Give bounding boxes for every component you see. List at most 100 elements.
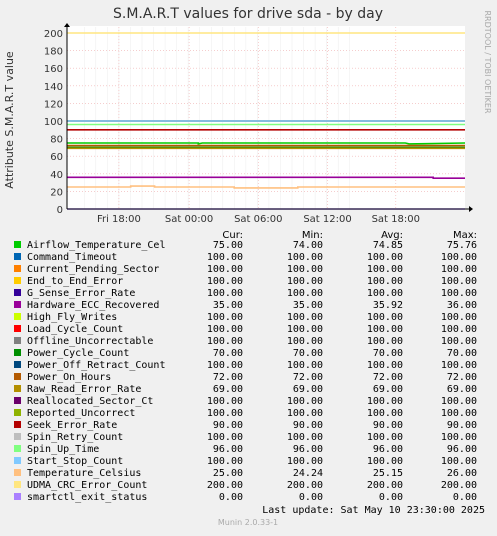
legend-value: 74.85: [373, 240, 403, 251]
legend-value: 36.00: [447, 300, 477, 311]
legend-swatch: [14, 289, 21, 296]
legend-value: 100.00: [441, 432, 477, 443]
munin-version: Munin 2.0.33-1: [218, 518, 278, 527]
legend-value: 24.24: [293, 468, 323, 479]
y-tick-label: 200: [44, 29, 63, 40]
legend-value: 100.00: [367, 324, 403, 335]
legend-value: 69.00: [213, 384, 243, 395]
legend-series-name: Spin_Retry_Count: [27, 432, 123, 443]
legend-value: 100.00: [207, 264, 243, 275]
legend-swatch: [14, 301, 21, 308]
legend-series-name: End_to_End_Error: [27, 276, 123, 287]
legend-series-name: Airflow_Temperature_Cel: [27, 240, 165, 251]
legend-value: 70.00: [293, 348, 323, 359]
legend-value: 100.00: [367, 432, 403, 443]
legend-value: 100.00: [441, 312, 477, 323]
legend-value: 100.00: [367, 288, 403, 299]
legend-swatch: [14, 445, 21, 452]
legend-series-name: G_Sense_Error_Rate: [27, 288, 135, 299]
legend-value: 100.00: [287, 408, 323, 419]
x-tick-label: Sat 12:00: [303, 214, 351, 225]
legend-swatch: [14, 265, 21, 272]
legend-value: 100.00: [207, 276, 243, 287]
legend-value: 90.00: [293, 420, 323, 431]
legend-swatch: [14, 397, 21, 404]
legend-column-header: Max:: [453, 230, 477, 241]
legend-series-name: Spin_Up_Time: [27, 444, 99, 455]
legend-value: 0.00: [219, 492, 243, 503]
rrdtool-credit: RRDTOOL / TOBI OETIKER: [483, 10, 492, 113]
legend-series-name: smartctl_exit_status: [27, 492, 147, 503]
legend-value: 70.00: [447, 348, 477, 359]
legend-series-name: Power_Cycle_Count: [27, 348, 129, 359]
legend-value: 100.00: [367, 360, 403, 371]
legend-value: 100.00: [207, 312, 243, 323]
legend-value: 96.00: [213, 444, 243, 455]
legend-value: 100.00: [207, 336, 243, 347]
legend-swatch: [14, 409, 21, 416]
legend-series-name: Seek_Error_Rate: [27, 420, 117, 431]
legend-value: 69.00: [293, 384, 323, 395]
legend-swatch: [14, 325, 21, 332]
legend-value: 100.00: [207, 252, 243, 263]
y-tick-label: 0: [57, 205, 63, 216]
legend-value: 25.00: [213, 468, 243, 479]
legend-value: 90.00: [373, 420, 403, 431]
legend-column-header: Min:: [302, 230, 323, 241]
legend-value: 26.00: [447, 468, 477, 479]
legend-value: 75.76: [447, 240, 477, 251]
legend-value: 72.00: [213, 372, 243, 383]
x-tick-label: Sat 18:00: [372, 214, 420, 225]
grid: [67, 27, 465, 210]
series-line: [67, 176, 465, 179]
legend-value: 72.00: [293, 372, 323, 383]
legend-value: 100.00: [367, 336, 403, 347]
legend-series-name: Reallocated_Sector_Ct: [27, 396, 153, 407]
legend-value: 72.00: [373, 372, 403, 383]
legend-value: 35.92: [373, 300, 403, 311]
legend-value: 100.00: [207, 396, 243, 407]
y-tick-label: 20: [50, 187, 63, 198]
y-axis-arrow: [64, 23, 70, 27]
legend-value: 100.00: [367, 312, 403, 323]
legend-swatch: [14, 469, 21, 476]
legend-value: 100.00: [441, 252, 477, 263]
series-line: [67, 142, 466, 145]
legend-swatch: [14, 481, 21, 488]
legend-value: 74.00: [293, 240, 323, 251]
legend-series-name: Command_Timeout: [27, 252, 117, 263]
legend-swatch: [14, 349, 21, 356]
legend-swatch: [14, 385, 21, 392]
legend-swatch: [14, 277, 21, 284]
legend-value: 100.00: [441, 264, 477, 275]
legend-value: 100.00: [367, 456, 403, 467]
legend-value: 100.00: [367, 264, 403, 275]
axes: 0 20 40 60 80 100 120 140 160 180 200 Fri 18:00 Sat …: [44, 23, 473, 225]
y-tick-label: 60: [50, 152, 63, 163]
legend-column-header: Cur:: [222, 230, 243, 241]
legend-value: 100.00: [441, 288, 477, 299]
legend-value: 100.00: [287, 276, 323, 287]
legend-value: 100.00: [441, 408, 477, 419]
legend-value: 100.00: [207, 432, 243, 443]
x-tick-label: Sat 00:00: [165, 214, 213, 225]
legend-series-name: Start_Stop_Count: [27, 456, 123, 467]
legend-series-name: Offline_Uncorrectable: [27, 336, 153, 347]
legend-value: 0.00: [453, 492, 477, 503]
legend-value: 100.00: [207, 324, 243, 335]
y-tick-label: 140: [44, 82, 63, 93]
legend-series-name: High_Fly_Writes: [27, 312, 117, 323]
legend-series-name: Load_Cycle_Count: [27, 324, 123, 335]
chart-title: S.M.A.R.T values for drive sda - by day: [113, 6, 383, 22]
legend-value: 100.00: [287, 264, 323, 275]
legend-value: 100.00: [287, 288, 323, 299]
last-update: Last update: Sat May 10 23:30:00 2025: [262, 505, 485, 516]
legend-value: 200.00: [287, 480, 323, 491]
y-tick-label: 40: [50, 170, 63, 181]
legend-value: 96.00: [293, 444, 323, 455]
legend-value: 35.00: [213, 300, 243, 311]
legend-series-name: Power_Off_Retract_Count: [27, 360, 165, 371]
legend-series-name: Reported_Uncorrect: [27, 408, 135, 419]
